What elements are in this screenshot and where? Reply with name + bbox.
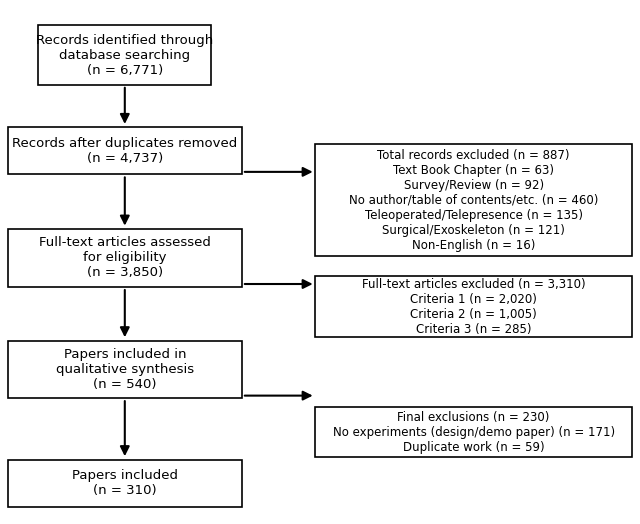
FancyBboxPatch shape <box>8 460 242 507</box>
FancyBboxPatch shape <box>315 144 632 257</box>
Text: Total records excluded (n = 887)
Text Book Chapter (n = 63)
Survey/Review (n = 9: Total records excluded (n = 887) Text Bo… <box>349 149 598 252</box>
FancyBboxPatch shape <box>8 229 242 287</box>
Text: Full-text articles assessed
for eligibility
(n = 3,850): Full-text articles assessed for eligibil… <box>39 236 211 279</box>
Text: Records after duplicates removed
(n = 4,737): Records after duplicates removed (n = 4,… <box>12 137 237 165</box>
FancyBboxPatch shape <box>8 127 242 174</box>
FancyBboxPatch shape <box>315 277 632 337</box>
Text: Full-text articles excluded (n = 3,310)
Criteria 1 (n = 2,020)
Criteria 2 (n = 1: Full-text articles excluded (n = 3,310) … <box>362 278 586 335</box>
Text: Papers included
(n = 310): Papers included (n = 310) <box>72 469 178 497</box>
FancyBboxPatch shape <box>8 341 242 398</box>
Text: Final exclusions (n = 230)
No experiments (design/demo paper) (n = 171)
Duplicat: Final exclusions (n = 230) No experiment… <box>333 411 614 454</box>
Text: Papers included in
qualitative synthesis
(n = 540): Papers included in qualitative synthesis… <box>56 348 194 391</box>
FancyBboxPatch shape <box>315 408 632 457</box>
Text: Records identified through
database searching
(n = 6,771): Records identified through database sear… <box>36 34 213 77</box>
FancyBboxPatch shape <box>38 25 211 85</box>
